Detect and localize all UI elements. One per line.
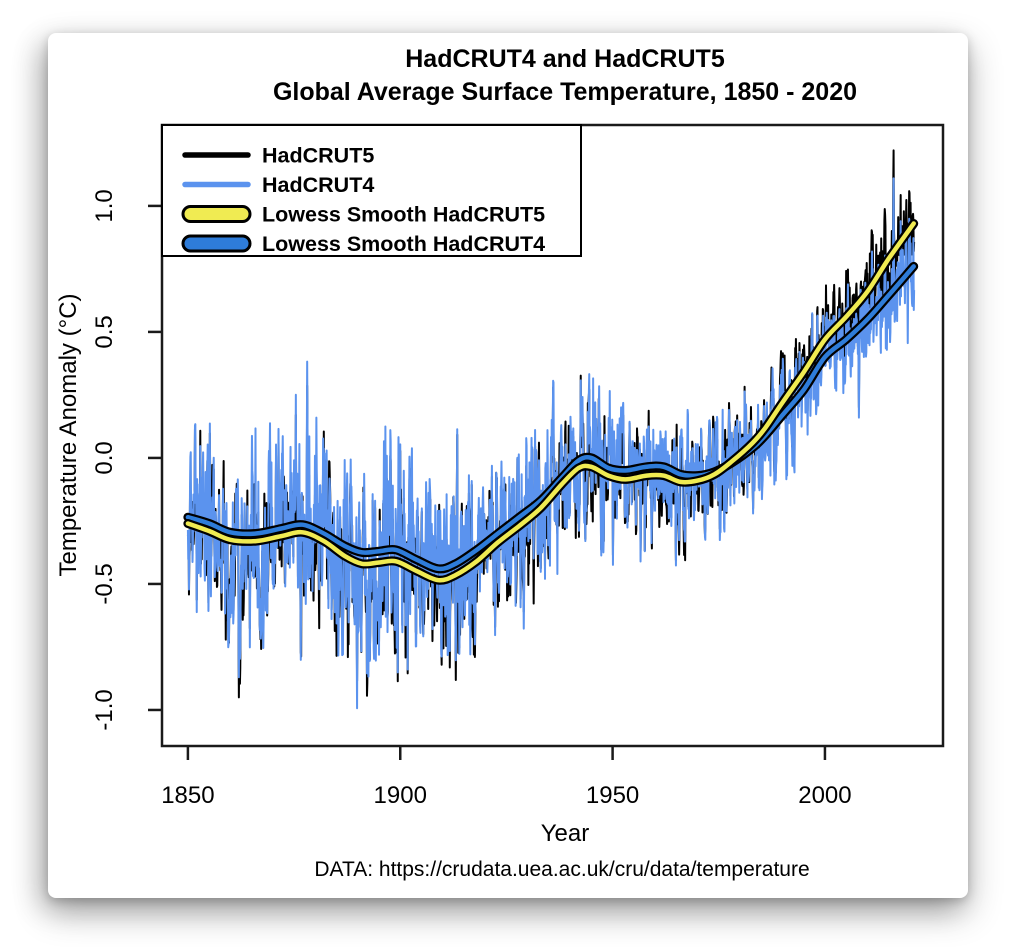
y-tick-label: -0.5 xyxy=(91,563,118,604)
y-tick-label: 1.0 xyxy=(91,189,118,222)
lowess-hadcrut4-curve xyxy=(185,264,916,572)
legend-swatch-3 xyxy=(181,234,252,253)
x-tick-label: 1900 xyxy=(374,782,427,809)
data-source-text: DATA: https://crudata.uea.ac.uk/cru/data… xyxy=(314,858,809,881)
temperature-chart: HadCRUT4 and HadCRUT5 Global Average Sur… xyxy=(55,45,945,881)
legend-box xyxy=(161,124,582,257)
legend-label-1: HadCRUT4 xyxy=(262,173,374,197)
y-tick-label: 0.5 xyxy=(91,315,118,348)
chart-title-line2: Global Average Surface Temperature, 1850… xyxy=(273,78,857,106)
x-tick-label: 2000 xyxy=(798,782,851,809)
legend-label-3: Lowess Smooth HadCRUT4 xyxy=(262,232,545,256)
x-axis-label: Year xyxy=(541,820,590,847)
x-axis-ticks: 1850 1900 1950 2000 xyxy=(161,746,852,809)
chart-legend: HadCRUT5 HadCRUT4 Lowess Smooth HadCRUT5 Lo… xyxy=(161,124,582,257)
y-tick-label: 0.0 xyxy=(91,441,118,474)
x-tick-label: 1950 xyxy=(586,782,639,809)
x-tick-label: 1850 xyxy=(161,782,214,809)
legend-label-2: Lowess Smooth HadCRUT5 xyxy=(262,203,545,227)
y-tick-label: -1.0 xyxy=(91,689,118,730)
lowess-hadcrut5-curve xyxy=(185,221,916,583)
legend-swatch-2 xyxy=(181,205,252,223)
legend-label-0: HadCRUT5 xyxy=(262,144,374,168)
y-axis-label: Temperature Anomaly (°C) xyxy=(55,293,82,576)
y-axis-ticks: -1.0 -0.5 0.0 0.5 1.0 xyxy=(91,189,162,731)
chart-title-line1: HadCRUT4 and HadCRUT5 xyxy=(405,45,725,73)
chart-card: HadCRUT4 and HadCRUT5 Global Average Sur… xyxy=(48,33,968,898)
smooth-curves-group xyxy=(183,219,919,585)
